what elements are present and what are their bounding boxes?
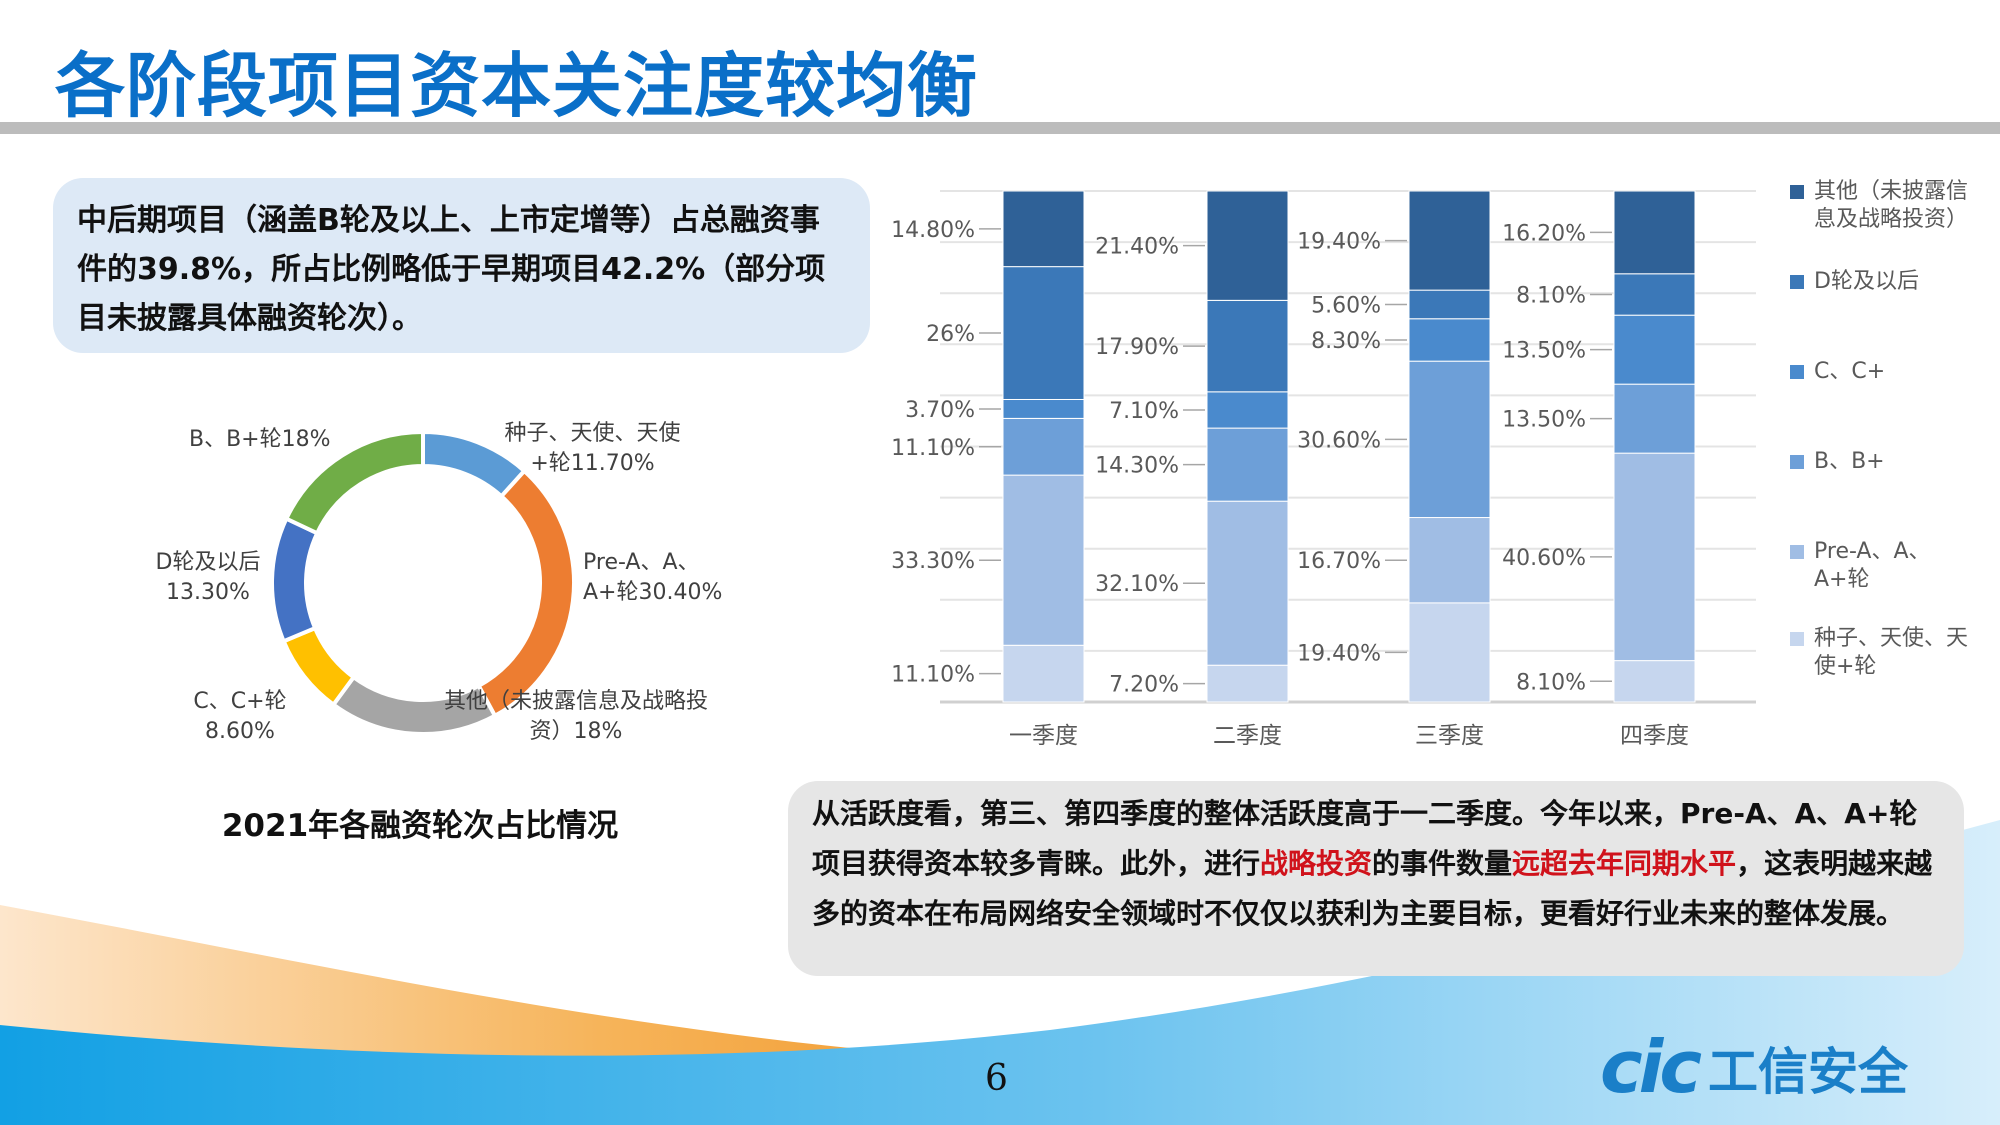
bar-segment (1002, 417, 1085, 476)
bar-data-label: 8.10% (1516, 283, 1586, 308)
bar-data-label: 14.80% (891, 218, 975, 243)
bar-data-label: 7.10% (1109, 399, 1179, 424)
legend-label: 其他（未披露信息及战略投资） (1814, 179, 1969, 232)
legend-label: B、B+ (1814, 449, 1885, 474)
donut-chart-title: 2021年各融资轮次占比情况 (221, 808, 619, 844)
bar-segment (1613, 314, 1696, 385)
bar-segment (1206, 391, 1289, 429)
bar-segment (1408, 517, 1491, 604)
legend-item: C、C+ (1790, 358, 1980, 386)
bar-data-label: 17.90% (1095, 335, 1179, 360)
analysis-text-1: 从活跃度看，第三、第四季度的整体活跃度高于一二季度。今年以来，Pre-A、A、A… (812, 797, 1918, 880)
donut-label-other: 其他（未披露信息及战略投资）18% (443, 689, 708, 744)
cic-logo: cic 工信安全 (1600, 1025, 1908, 1109)
legend-swatch (1790, 365, 1804, 379)
bar-data-label: 33.30% (891, 549, 975, 574)
legend-item: D轮及以后 (1790, 268, 1980, 296)
bar-segment (1408, 360, 1491, 519)
category-label: 四季度 (1620, 723, 1689, 749)
legend-item: 其他（未披露信息及战略投资） (1790, 178, 1980, 234)
legend-swatch (1790, 185, 1804, 199)
page-number: 6 (985, 1058, 1008, 1099)
bar-data-label: 19.40% (1297, 230, 1381, 255)
bar-segment (1002, 190, 1085, 268)
donut-label-prea: Pre-A、A、A+轮30.40% (583, 550, 723, 605)
page-title: 各阶段项目资本关注度较均衡 (55, 45, 978, 127)
category-label: 一季度 (1009, 723, 1078, 749)
legend-label: D轮及以后 (1814, 269, 1919, 294)
bar-data-label: 7.20% (1109, 673, 1179, 698)
analysis-box: 从活跃度看，第三、第四季度的整体活跃度高于一二季度。今年以来，Pre-A、A、A… (788, 781, 1964, 976)
bar-segment (1206, 299, 1289, 393)
bar-segment (1206, 664, 1289, 703)
analysis-text-2: 的事件数量 (1372, 847, 1513, 880)
analysis-highlight-1: 战略投资 (1260, 847, 1373, 880)
bar-segment (1206, 500, 1289, 666)
donut-label-d: D轮及以后 13.30% (155, 550, 261, 605)
bar-data-label: 3.70% (905, 398, 975, 423)
bar-data-label: 5.60% (1311, 293, 1381, 318)
bar-segment (1408, 318, 1491, 362)
donut-label-seed: 种子、天使、天使+轮11.70% (504, 421, 681, 476)
legend-swatch (1790, 545, 1804, 559)
bar-data-label: 13.50% (1502, 339, 1586, 364)
bar-data-label: 14.30% (1095, 454, 1179, 479)
legend-swatch (1790, 632, 1804, 646)
bar-segment (1206, 190, 1289, 301)
bar-segment (1408, 602, 1491, 703)
bar-segment (1408, 190, 1491, 291)
donut-label-b: B、B+轮18% (189, 427, 331, 452)
legend-swatch (1790, 275, 1804, 289)
bar-data-label: 19.40% (1297, 641, 1381, 666)
bar-segment (1002, 644, 1085, 703)
title-divider (0, 122, 2000, 134)
bar-data-label: 32.10% (1095, 572, 1179, 597)
blue-wave (0, 820, 2000, 1125)
logo-text: 工信安全 (1708, 1042, 1909, 1101)
analysis-text-3: ，这表明越来越多的资本在布局网络安全领域时不仅仅以获利为主要目标，更看好行业未来… (812, 847, 1933, 930)
bar-segment (1613, 452, 1696, 662)
bar-segment (1613, 383, 1696, 454)
bar-segment (1002, 474, 1085, 646)
donut-label-c: C、C+轮 8.60% (193, 689, 287, 744)
legend-item: B、B+ (1790, 448, 1980, 476)
stacked-bar-chart: 11.10% 33.30% 11.10% 3.70% 26% 14.80% 一季度 7.20%… (891, 190, 1756, 749)
donut-chart (270, 429, 576, 736)
bar-data-label: 16.70% (1297, 549, 1381, 574)
category-label: 二季度 (1213, 723, 1282, 749)
bar-segment (1613, 190, 1696, 275)
bar-data-label: 8.10% (1516, 670, 1586, 695)
analysis-highlight-2: 远超去年同期水平 (1512, 847, 1737, 880)
legend-label: 种子、天使、天使+轮 (1814, 626, 1969, 679)
bar-segment (1002, 398, 1085, 419)
bar-segment (1613, 660, 1696, 703)
bar-data-label: 16.20% (1502, 221, 1586, 246)
legend-label: Pre-A、A、A+轮 (1814, 539, 1931, 592)
legend-item: Pre-A、A、A+轮 (1790, 538, 1980, 594)
donut-slice (283, 429, 425, 536)
bar-segment (1002, 266, 1085, 400)
legend-item: 种子、天使、天使+轮 (1790, 625, 1980, 681)
bar-data-label: 21.40% (1095, 235, 1179, 260)
bar-data-label: 26% (926, 322, 975, 347)
summary-box: 中后期项目（涵盖B轮及以上、上市定增等）占总融资事件的39.8%，所占比例略低于… (53, 178, 870, 353)
legend-swatch (1790, 455, 1804, 469)
bar-data-label: 8.30% (1311, 329, 1381, 354)
bar-segment (1206, 427, 1289, 502)
bar-data-label: 13.50% (1502, 408, 1586, 433)
bar-data-label: 40.60% (1502, 546, 1586, 571)
bar-data-label: 11.10% (891, 436, 975, 461)
bar-segment (1408, 289, 1491, 320)
bar-segment (1613, 273, 1696, 316)
bar-data-label: 30.60% (1297, 428, 1381, 453)
logo-mark: cic (1600, 1025, 1702, 1109)
category-label: 三季度 (1415, 723, 1484, 749)
bar-data-label: 11.10% (891, 663, 975, 688)
legend-label: C、C+ (1814, 359, 1886, 384)
